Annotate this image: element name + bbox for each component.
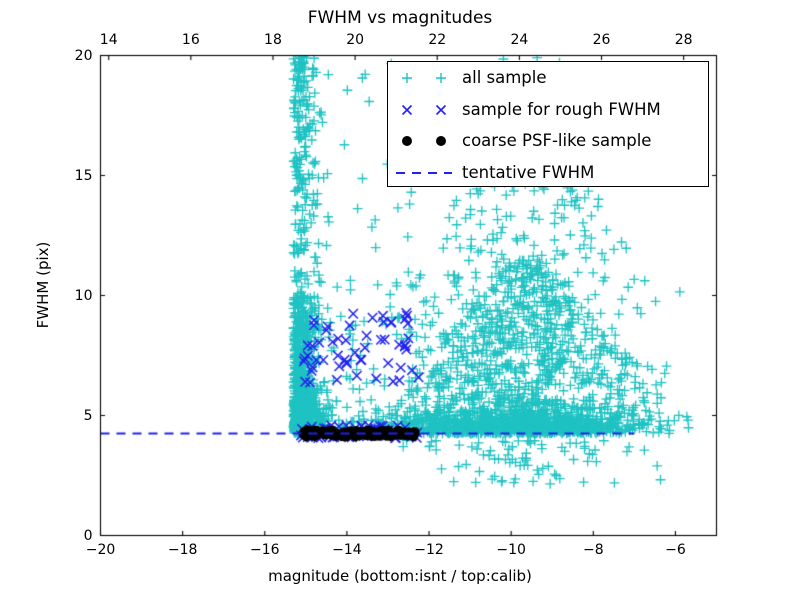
x-tick-bottom: −10 (496, 541, 526, 558)
y-tick: 5 (83, 407, 93, 424)
y-axis-label: FWHM (pix) (34, 241, 52, 329)
y-tick: 0 (83, 527, 93, 544)
x-tick-bottom: −16 (249, 541, 280, 558)
legend-item: tentative FWHM (388, 157, 708, 189)
legend-item: sample for rough FWHM (388, 94, 708, 126)
x-tick-bottom: −20 (85, 541, 116, 558)
x-tick-top: 18 (264, 31, 282, 48)
x-tick-bottom: −6 (665, 541, 686, 558)
x-tick-top: 16 (181, 31, 200, 48)
x-tick-top: 14 (99, 31, 118, 48)
legend-marker-dashed-line-icon (388, 157, 462, 189)
x-tick-top: 22 (428, 31, 447, 48)
legend-item-label: all sample (462, 68, 547, 88)
x-tick-top: 24 (510, 31, 529, 48)
x-tick-bottom: −12 (414, 541, 444, 558)
legend-item: coarse PSF-like sample (388, 125, 708, 157)
legend: all sample sample for rough FWHM coarse PS… (387, 61, 709, 187)
x-tick-top: 26 (592, 31, 611, 48)
x-tick-bottom: −14 (332, 541, 362, 558)
y-tick: 20 (74, 47, 93, 64)
x-tick-bottom: −8 (582, 541, 604, 558)
x-tick-top: 28 (674, 31, 693, 48)
legend-item-label: sample for rough FWHM (462, 99, 661, 119)
legend-marker-dot-icon (388, 125, 462, 157)
legend-item: all sample (388, 62, 708, 94)
legend-marker-plus-icon (388, 62, 462, 94)
y-tick: 10 (74, 287, 93, 304)
legend-item-label: coarse PSF-like sample (462, 131, 652, 151)
x-axis-label: magnitude (bottom:isnt / top:calib) (268, 567, 532, 585)
y-tick: 15 (74, 167, 93, 184)
legend-marker-x-icon (388, 94, 462, 126)
legend-item-label: tentative FWHM (462, 162, 595, 182)
x-tick-bottom: −18 (167, 541, 198, 558)
page-title: FWHM vs magnitudes (307, 8, 493, 28)
x-tick-top: 20 (346, 31, 365, 48)
